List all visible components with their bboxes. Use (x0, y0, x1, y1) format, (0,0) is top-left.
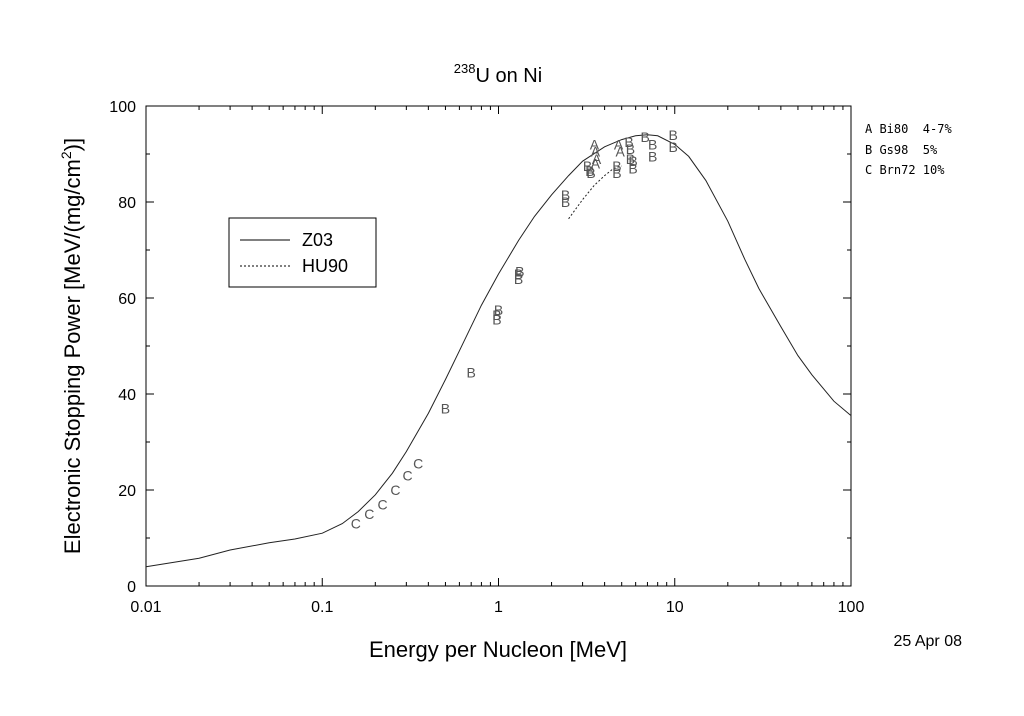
chart-title-text: U on Ni (476, 65, 543, 87)
y-axis-label-main: Electronic Stopping Power [MeV/(mg/cm (60, 159, 85, 554)
curve-z03 (145, 134, 852, 568)
data-point-b: B (515, 264, 524, 280)
data-point-b: B (612, 165, 621, 181)
data-point-b: B (514, 271, 523, 287)
data-point-b: B (612, 158, 621, 174)
data-point-b: B (514, 266, 523, 282)
data-point-b: B (648, 148, 657, 164)
data-point-a: A (614, 136, 624, 152)
y-axis-label-end: )] (60, 138, 85, 151)
data-point-a: A (615, 144, 625, 160)
curve-hu90 (568, 165, 622, 220)
data-point-b: B (628, 153, 637, 169)
data-point-c: C (390, 482, 400, 498)
x-tick-label: 10 (666, 599, 684, 616)
legend-label-z03: Z03 (302, 230, 333, 250)
y-tick-label: 60 (118, 291, 136, 308)
data-point-b: B (561, 194, 570, 210)
data-point-b: B (669, 127, 678, 143)
curves-layer (145, 134, 852, 568)
data-point-b: B (626, 141, 635, 157)
data-point-b: B (467, 364, 476, 380)
legend-box (228, 217, 377, 288)
data-point-b: B (492, 312, 501, 328)
y-tick-label: 40 (118, 387, 136, 404)
legend: Z03 HU90 (228, 217, 377, 288)
x-tick-label: 0.01 (130, 599, 161, 616)
y-axis: 0 20 40 60 80 100 (109, 99, 851, 596)
y-tick-label: 80 (118, 195, 136, 212)
chart-title: 238U on Ni (454, 61, 542, 87)
data-point-b: B (586, 165, 595, 181)
data-point-b: B (585, 163, 594, 179)
data-point-b: B (441, 400, 450, 416)
data-point-b: B (648, 136, 657, 152)
data-point-a: A (591, 144, 601, 160)
y-axis-label: Electronic Stopping Power [MeV/(mg/cm2)] (58, 138, 85, 554)
chart-title-superscript: 238 (454, 61, 476, 76)
data-point-b: B (624, 134, 633, 150)
y-tick-label: 0 (127, 579, 136, 596)
x-axis-label: Energy per Nucleon [MeV] (369, 637, 627, 662)
data-point-b: B (494, 302, 503, 318)
data-point-b: B (583, 158, 592, 174)
data-point-c: C (364, 506, 374, 522)
x-axis: 0.01 0.1 1 10 100 (130, 106, 864, 616)
data-point-b: B (641, 129, 650, 145)
data-point-b: B (626, 151, 635, 167)
data-point-b: B (628, 160, 637, 176)
data-point-b: B (561, 187, 570, 203)
y-tick-label: 100 (109, 99, 136, 116)
data-point-c: C (378, 496, 388, 512)
x-tick-label: 100 (838, 599, 865, 616)
dataset-key-c: C Brn72 10% (865, 163, 945, 177)
x-tick-label: 0.1 (311, 599, 333, 616)
legend-label-hu90: HU90 (302, 256, 348, 276)
dataset-key: A Bi80 4-7% B Gs98 5% C Brn72 10% (865, 122, 952, 177)
data-point-a: A (592, 151, 602, 167)
data-point-c: C (403, 468, 413, 484)
data-point-a: A (591, 156, 601, 172)
data-point-a: A (590, 136, 600, 152)
data-point-b: B (492, 307, 501, 323)
data-point-c: C (413, 456, 423, 472)
dataset-key-a: A Bi80 4-7% (865, 122, 952, 136)
y-axis-label-superscript: 2 (58, 151, 74, 159)
dataset-key-b: B Gs98 5% (865, 143, 938, 157)
y-tick-label: 20 (118, 483, 136, 500)
data-point-b: B (669, 139, 678, 155)
date-stamp: 25 Apr 08 (894, 633, 963, 650)
x-tick-label: 1 (494, 599, 503, 616)
data-point-c: C (351, 516, 361, 532)
